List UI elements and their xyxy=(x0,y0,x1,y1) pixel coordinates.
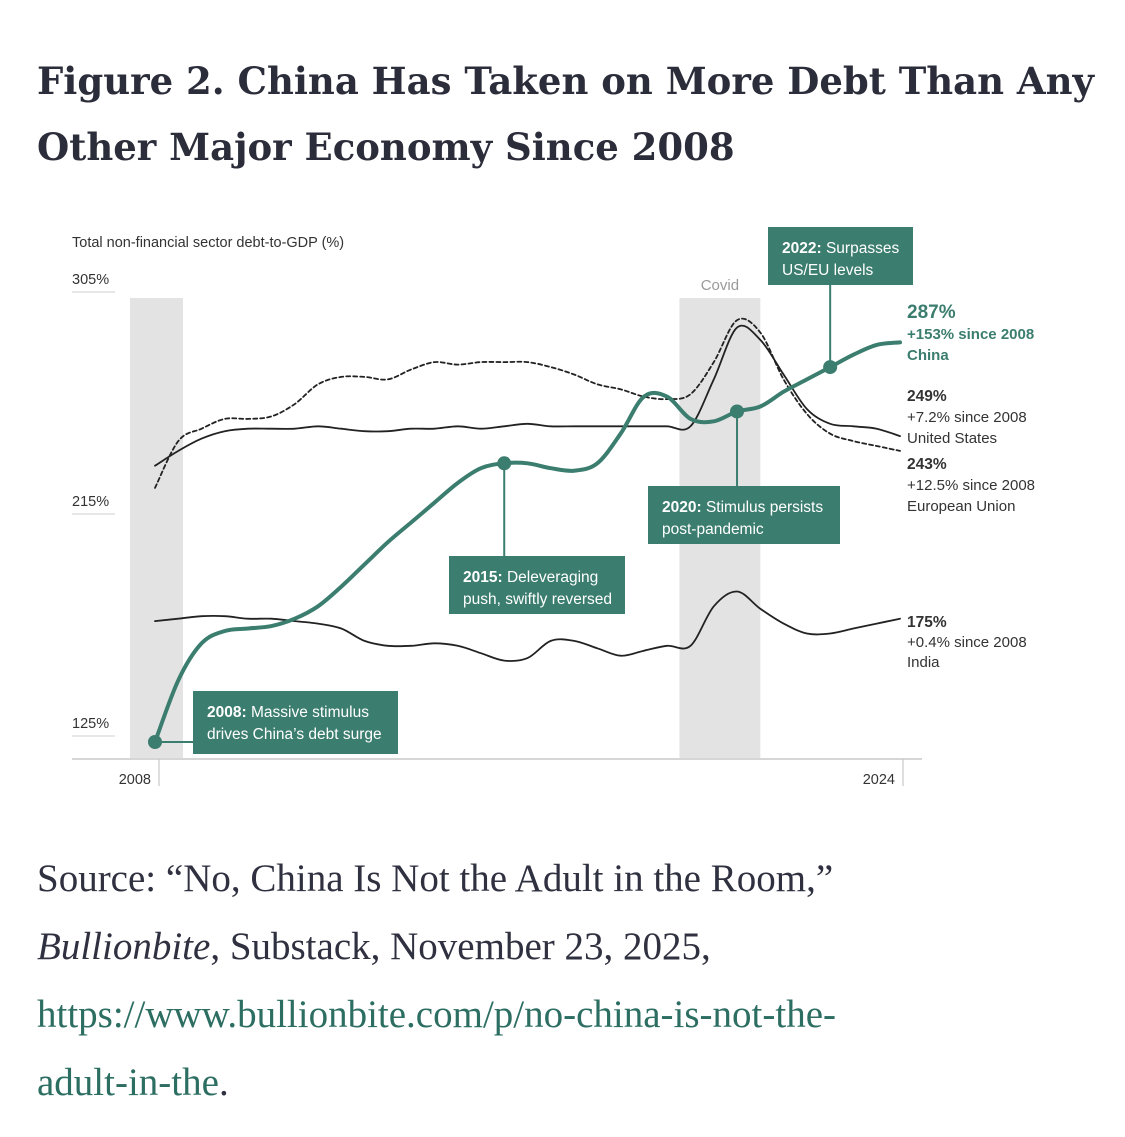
figure-title: Figure 2. China Has Taken on More Debt T… xyxy=(37,48,1097,180)
end-label-name-european-union: European Union xyxy=(907,498,1015,515)
source-citation: Source: “No, China Is Not the Adult in t… xyxy=(37,845,1097,1117)
annotation-line-2-1: push, swiftly reversed xyxy=(463,591,612,608)
end-label-name-india: India xyxy=(907,654,940,671)
y-axis-label: Total non-financial sector debt-to-GDP (… xyxy=(72,235,344,251)
end-label-name-china: China xyxy=(907,347,949,364)
annotation-line-2-2: post-pandemic xyxy=(662,521,764,538)
source-link-line-1: https://www.bullionbite.com/p/no-china-i… xyxy=(37,993,837,1036)
annotation-year-3: 2022: xyxy=(782,240,822,257)
annotation-year-1: 2015: xyxy=(463,569,503,586)
annotation-1: 2015: Deleveraging push, swiftly reversed xyxy=(449,456,625,614)
annotation-marker-0 xyxy=(148,735,162,749)
end-label-value-india: 175% xyxy=(907,614,947,631)
annotation-box-0 xyxy=(193,691,398,754)
annotation-text-1-2: Stimulus persists xyxy=(702,499,824,516)
end-label-value-european-union: 243% xyxy=(907,456,947,473)
annotation-marker-1 xyxy=(497,456,512,471)
annotation-0: 2008: Massive stimulus drives China’s deb… xyxy=(148,691,398,754)
end-label-value-united-states: 249% xyxy=(907,388,947,405)
end-label-value-china: 287% xyxy=(907,302,956,323)
annotation-year-0: 2008: xyxy=(207,704,247,721)
annotation-line-1-1: 2015: Deleveraging xyxy=(463,569,598,586)
shaded-period-0 xyxy=(130,298,183,758)
series-line-european-union xyxy=(154,317,901,489)
end-label-change-united-states: +7.2% since 2008 xyxy=(907,409,1027,426)
annotation-text-1-0: Massive stimulus xyxy=(247,704,370,721)
annotation-line-2-0: drives China’s debt surge xyxy=(207,726,382,743)
source-details: , Substack, November 23, 2025, xyxy=(210,925,711,968)
source-publication: Bullionbite xyxy=(37,925,211,968)
figure-title-line-1: Figure 2. China Has Taken on More Debt T… xyxy=(37,59,1095,103)
annotation-box-3 xyxy=(768,227,913,285)
annotation-2: 2020: Stimulus persists post-pandemic xyxy=(648,404,840,544)
annotation-box-1 xyxy=(449,556,625,614)
annotation-marker-3 xyxy=(823,360,838,375)
y-tick-label-1: 215% xyxy=(72,494,109,510)
y-tick-label-2: 125% xyxy=(72,716,109,732)
annotation-text-1-1: Deleveraging xyxy=(503,569,599,586)
source-link[interactable]: https://www.bullionbite.com/p/no-china-i… xyxy=(37,993,836,1104)
y-tick-label-0: 305% xyxy=(72,272,109,288)
figure-title-line-2: Other Major Economy Since 2008 xyxy=(37,125,735,169)
x-tick-label-1: 2024 xyxy=(863,772,895,788)
end-label-name-united-states: United States xyxy=(907,430,997,447)
series-line-india xyxy=(154,590,901,662)
series-line-china xyxy=(153,340,902,744)
annotation-marker-2 xyxy=(730,404,745,419)
end-label-change-china: +153% since 2008 xyxy=(907,326,1034,343)
annotation-line-1-3: 2022: Surpasses xyxy=(782,240,899,257)
annotation-3: 2022: Surpasses US/EU levels xyxy=(768,227,913,375)
annotation-line-1-2: 2020: Stimulus persists xyxy=(662,499,823,516)
end-label-change-india: +0.4% since 2008 xyxy=(907,634,1027,651)
source-link-line-2: adult-in-the xyxy=(37,1061,219,1104)
covid-label: Covid xyxy=(701,277,739,294)
annotation-line-1-0: 2008: Massive stimulus xyxy=(207,704,369,721)
source-prefix: Source: “No, China Is Not the Adult in t… xyxy=(37,857,834,900)
annotation-year-2: 2020: xyxy=(662,499,702,516)
annotation-text-1-3: Surpasses xyxy=(822,240,900,257)
annotation-box-2 xyxy=(648,486,840,544)
end-label-change-european-union: +12.5% since 2008 xyxy=(907,477,1035,494)
annotation-line-2-3: US/EU levels xyxy=(782,262,874,279)
source-end-period: . xyxy=(218,1061,229,1104)
series-line-united-states xyxy=(154,324,901,467)
x-tick-label-0: 2008 xyxy=(119,772,151,788)
